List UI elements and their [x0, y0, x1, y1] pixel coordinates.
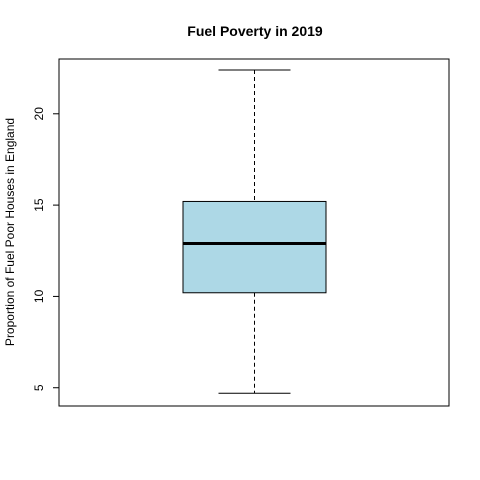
boxplot: [183, 70, 326, 393]
chart-title: Fuel Poverty in 2019: [187, 23, 323, 39]
y-tick-label-0: 5: [32, 384, 46, 391]
y-axis: 5 10 15 20: [32, 107, 59, 391]
y-tick-label-2: 15: [32, 198, 46, 212]
y-tick-label-1: 10: [32, 289, 46, 303]
y-axis-label: Proportion of Fuel Poor Houses in Englan…: [3, 118, 17, 346]
y-tick-label-3: 20: [32, 107, 46, 121]
iqr-box: [183, 201, 326, 292]
